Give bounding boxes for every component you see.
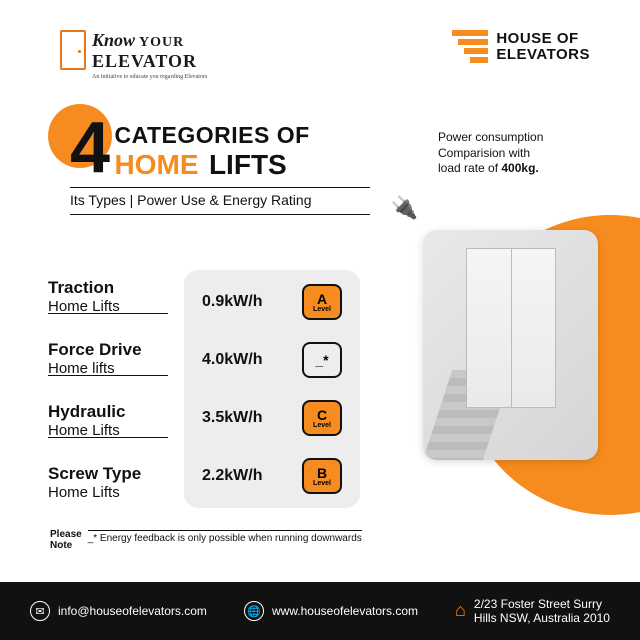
footnote-text: _* Energy feedback is only possible when… — [88, 530, 362, 544]
hoe-line2: ELEVATORS — [496, 47, 590, 63]
globe-icon: 🌐 — [244, 601, 264, 621]
footer-bar: ✉ info@houseofelevators.com 🌐 www.houseo… — [0, 582, 640, 640]
energy-level-badge: _* — [302, 342, 342, 378]
lift-name-top: Screw Type — [48, 464, 168, 484]
lift-name-top: Force Drive — [48, 340, 168, 360]
title-lifts: LIFTS — [209, 149, 287, 180]
plug-icon: 🔌 — [391, 195, 418, 221]
footer-email-text: info@houseofelevators.com — [58, 604, 207, 618]
lift-data-row: 3.5kW/h CLevel — [202, 398, 342, 438]
lift-name-row: Screw TypeHome Lifts — [48, 464, 168, 501]
footer-web: 🌐 www.houseofelevators.com — [244, 601, 418, 621]
title-rule-top — [70, 187, 370, 188]
house-of-elevators-logo: HOUSE OF ELEVATORS — [452, 30, 590, 63]
title-categories: CATEGORIES OF — [115, 122, 310, 149]
footer-addr-l2: Hills NSW, Australia 2010 — [474, 611, 610, 625]
title-number: 4 — [70, 120, 110, 178]
title-block: 4 CATEGORIES OF HOME LIFTS Its Types | P… — [70, 120, 400, 215]
kye-your: YOUR — [139, 35, 184, 50]
footnote-note: Note — [50, 541, 82, 552]
footer-web-text: www.houseofelevators.com — [272, 604, 418, 618]
lifts-table: TractionHome LiftsForce DriveHome liftsH… — [48, 270, 360, 508]
kye-tagline: An initiative to educate you regarding E… — [92, 74, 207, 80]
title-subtitle: Its Types | Power Use & Energy Rating — [70, 192, 400, 208]
lift-data-row: 4.0kW/h _* — [202, 340, 342, 380]
footnote-please: Please — [50, 530, 82, 541]
title-rule-bottom — [70, 214, 370, 215]
footer-email: ✉ info@houseofelevators.com — [30, 601, 207, 621]
lift-name-top: Traction — [48, 278, 168, 298]
energy-level-badge: ALevel — [302, 284, 342, 320]
door-icon — [60, 30, 86, 70]
lift-data-row: 0.9kW/h ALevel — [202, 282, 342, 322]
power-consumption-note: Power consumption Comparision with load … — [438, 130, 588, 177]
lift-kwh: 3.5kW/h — [202, 409, 282, 427]
house-icon: ⌂ — [455, 600, 466, 622]
note-l3: load rate of — [438, 161, 501, 175]
lift-photo — [423, 230, 598, 460]
kye-know: Know — [92, 30, 135, 50]
hoe-bars-icon — [452, 30, 488, 63]
note-l2: Comparision with — [438, 146, 530, 160]
lift-kwh: 0.9kW/h — [202, 293, 282, 311]
lift-kwh: 2.2kW/h — [202, 467, 282, 485]
lift-name-top: Hydraulic — [48, 402, 168, 422]
hoe-line1: HOUSE OF — [496, 31, 590, 47]
mail-icon: ✉ — [30, 601, 50, 621]
know-your-elevator-logo: Know YOUR ELEVATOR An initiative to educ… — [60, 30, 207, 80]
footnote: Please Note _* Energy feedback is only p… — [50, 530, 362, 551]
lift-data-row: 2.2kW/h BLevel — [202, 456, 342, 496]
lift-kwh: 4.0kW/h — [202, 351, 282, 369]
energy-level-badge: CLevel — [302, 400, 342, 436]
lift-name-row: TractionHome Lifts — [48, 278, 168, 318]
footer-address: ⌂ 2/23 Foster Street Surry Hills NSW, Au… — [455, 597, 610, 626]
footer-addr-l1: 2/23 Foster Street Surry — [474, 597, 602, 611]
lift-name-bottom: Home Lifts — [48, 484, 168, 501]
lift-name-row: HydraulicHome Lifts — [48, 402, 168, 442]
note-bold: 400kg. — [501, 161, 538, 175]
lift-name-row: Force DriveHome lifts — [48, 340, 168, 380]
title-home: HOME — [115, 149, 199, 180]
kye-elevator: ELEVATOR — [92, 51, 207, 72]
note-l1: Power consumption — [438, 130, 543, 144]
energy-level-badge: BLevel — [302, 458, 342, 494]
